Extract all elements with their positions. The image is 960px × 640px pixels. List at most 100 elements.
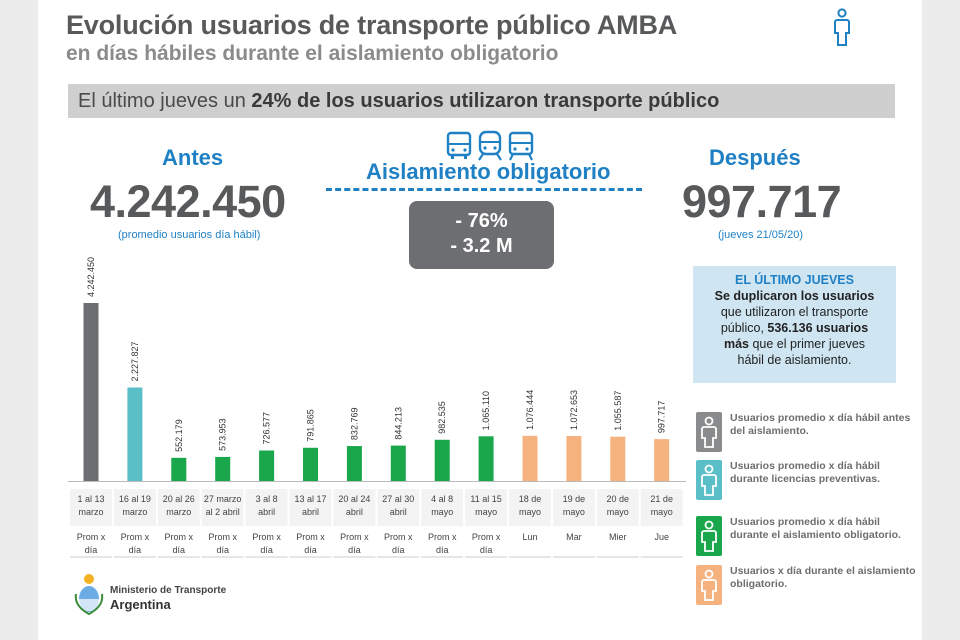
train-icon: [478, 130, 502, 161]
category-sublabel: Prom x: [340, 532, 369, 542]
bar: [434, 439, 450, 481]
category-label: 27 marzo: [204, 494, 242, 504]
highlight-banner: El último jueves un 24% de los usuarios …: [68, 84, 895, 118]
legend-text: Usuarios x día durante el aislamiento ob…: [730, 565, 916, 590]
category-cell: [509, 489, 551, 526]
bar: [566, 435, 582, 481]
category-sublabel: día: [173, 545, 186, 555]
page-subtitle: en días hábiles durante el aislamiento o…: [66, 42, 559, 65]
info-box-line2: que utilizaron el transporte: [720, 305, 869, 319]
bar-chart: 4.242.450 1 al 13 marzo Prom x día 2.227.827 1…: [68, 257, 686, 558]
category-label: abril: [302, 507, 319, 517]
info-box-heading: EL ÚLTIMO JUEVES: [734, 273, 854, 287]
category-label: mayo: [475, 507, 497, 517]
value-label: 573.953: [218, 418, 228, 451]
category-sublabel: día: [392, 545, 405, 555]
bar: [303, 447, 318, 481]
category-label: 3 al 8: [256, 494, 278, 504]
value-label: 997.717: [657, 401, 667, 434]
category-label: 18 de: [519, 494, 542, 504]
category-sublabel: Prom x: [428, 532, 457, 542]
category-label: 13 al 17: [294, 494, 326, 504]
bus-icon: [446, 131, 472, 159]
category-sublabel: Prom x: [165, 532, 194, 542]
info-box-line4: más que el primer jueves: [693, 336, 896, 352]
category-cell: [157, 489, 200, 526]
category-label: 1 al 13: [77, 494, 104, 504]
category-sublabel: día: [436, 545, 449, 555]
category-label: abril: [390, 507, 407, 517]
category-label: abril: [258, 507, 275, 517]
antes-value: 4.242.450: [90, 176, 286, 227]
category-label: 20 al 26: [163, 494, 195, 504]
category-label: marzo: [166, 507, 191, 517]
category-cell: [596, 489, 639, 526]
category-sublabel: día: [85, 545, 98, 555]
legend-swatch-person-icon: [696, 412, 722, 452]
category-cell: [640, 489, 683, 526]
category-sublabel: día: [348, 545, 361, 555]
category-sublabel: Prom x: [296, 532, 325, 542]
category-cell: [70, 489, 112, 526]
category-sublabel: Prom x: [121, 532, 150, 542]
legend-item-pre: Usuarios promedio x día hábil antes del …: [696, 412, 916, 452]
banner-prefix: El último jueves un: [78, 90, 252, 112]
category-label: 11 al 15: [470, 494, 501, 504]
category-label: 16 al 19: [119, 494, 151, 504]
dashed-divider: [326, 188, 642, 191]
bar: [610, 436, 626, 481]
category-cell: [552, 489, 595, 526]
category-sublabel: día: [260, 545, 273, 555]
category-sublabel: Jue: [654, 532, 669, 542]
bar: [215, 456, 231, 481]
category-label: mayo: [651, 507, 673, 517]
category-cell: [465, 489, 508, 526]
value-label: 2.227.827: [130, 341, 140, 381]
category-cell: [201, 489, 244, 526]
info-box-line4-rest: que el primer jueves: [749, 337, 866, 351]
info-box-line3-bold: 536.136 usuarios: [767, 321, 869, 335]
category-cell: [113, 489, 156, 526]
antes-label: Antes: [162, 145, 224, 170]
info-box-line3: público, 536.136 usuarios: [693, 320, 896, 336]
category-sublabel: Mar: [566, 532, 582, 542]
despues-label: Después: [709, 145, 801, 170]
banner-highlight: 24% de los usuarios utilizaron transport…: [251, 90, 720, 112]
legend-item-aislamiento-dia: Usuarios x día durante el aislamiento ob…: [696, 565, 916, 605]
delta-millions: - 3.2 M: [450, 235, 513, 257]
category-cell: [333, 489, 376, 526]
despues-value: 997.717: [682, 176, 842, 227]
category-sublabel: Prom x: [208, 532, 237, 542]
category-sublabel: Lun: [522, 532, 537, 542]
category-label: 19 de: [563, 494, 586, 504]
category-label: 4 al 8: [431, 494, 453, 504]
antes-note: (promedio usuarios día hábil): [118, 229, 261, 241]
value-label: 4.242.450: [86, 257, 96, 297]
category-label: 21 de: [650, 494, 673, 504]
despues-note: (jueves 21/05/20): [718, 229, 803, 241]
value-label: 726.577: [262, 412, 272, 445]
page-title: Evolución usuarios de transporte público…: [66, 10, 678, 40]
category-sublabel: día: [480, 545, 493, 555]
bar: [346, 446, 362, 481]
category-sublabel: Prom x: [472, 532, 501, 542]
category-sublabel: día: [129, 545, 142, 555]
category-cell: [377, 489, 420, 526]
category-cell: [421, 489, 464, 526]
value-label: 832.769: [349, 408, 359, 441]
category-label: mayo: [607, 507, 629, 517]
category-label: marzo: [122, 507, 147, 517]
legend-item-licencias: Usuarios promedio x día hábil durante li…: [696, 460, 916, 500]
ministry-name: Ministerio de Transporte: [110, 585, 227, 596]
country-name: Argentina: [110, 597, 171, 612]
category-cell: [245, 489, 288, 526]
category-label: marzo: [78, 507, 103, 517]
bar: [654, 439, 670, 481]
legend-text: Usuarios promedio x día hábil durante li…: [730, 460, 880, 485]
aislamiento-label: Aislamiento obligatorio: [366, 159, 611, 184]
infographic-card: Evolución usuarios de transporte público…: [38, 0, 922, 640]
category-sublabel: día: [216, 545, 229, 555]
bar: [127, 387, 143, 481]
category-label: 20 de: [607, 494, 630, 504]
